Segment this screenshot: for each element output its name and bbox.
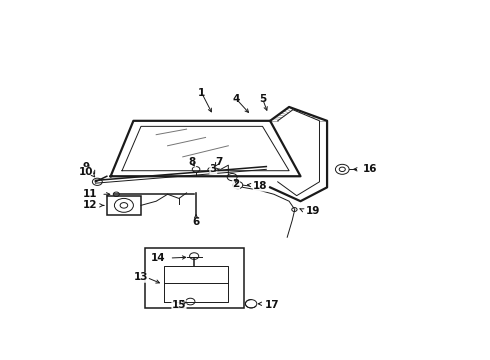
Text: 13: 13 bbox=[134, 273, 148, 283]
Text: 18: 18 bbox=[253, 181, 268, 191]
Text: 4: 4 bbox=[232, 94, 240, 104]
Text: 1: 1 bbox=[198, 88, 205, 98]
Text: 12: 12 bbox=[83, 201, 98, 210]
Text: 3: 3 bbox=[210, 164, 217, 174]
Text: 17: 17 bbox=[265, 300, 279, 310]
Text: 16: 16 bbox=[363, 164, 378, 174]
Text: 14: 14 bbox=[151, 253, 166, 263]
Text: 6: 6 bbox=[193, 217, 200, 227]
Text: 19: 19 bbox=[306, 207, 320, 216]
Text: 9: 9 bbox=[82, 162, 90, 172]
Text: 2: 2 bbox=[232, 179, 240, 189]
Text: 15: 15 bbox=[172, 300, 186, 310]
Bar bbox=[145, 248, 244, 308]
Text: 5: 5 bbox=[259, 94, 266, 104]
Text: 11: 11 bbox=[83, 189, 98, 199]
Bar bbox=[107, 196, 141, 215]
Text: 8: 8 bbox=[189, 157, 196, 167]
Text: 7: 7 bbox=[215, 157, 222, 167]
Text: 10: 10 bbox=[79, 167, 93, 177]
